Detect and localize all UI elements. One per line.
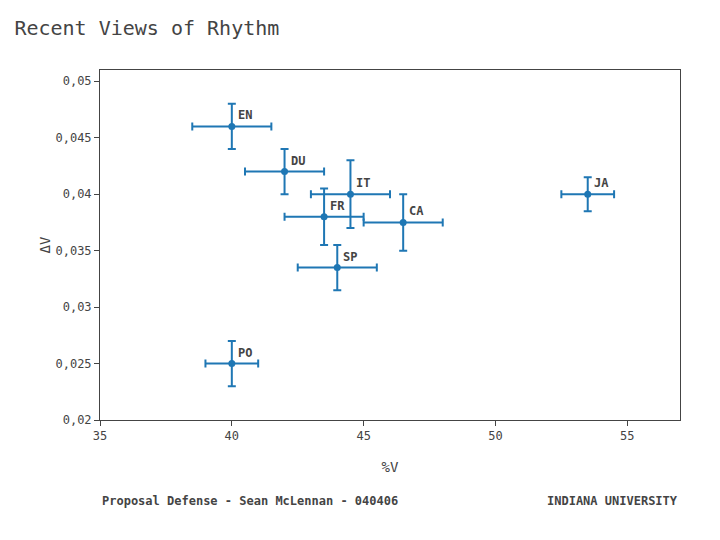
svg-text:Recent Views of Rhythm: Recent Views of Rhythm	[14, 16, 279, 40]
svg-text:45: 45	[356, 429, 370, 443]
svg-text:35: 35	[93, 429, 107, 443]
svg-text:0,025: 0,025	[55, 357, 91, 371]
svg-text:DU: DU	[291, 154, 305, 168]
svg-text:ΔV: ΔV	[37, 236, 53, 253]
svg-text:CA: CA	[409, 204, 424, 218]
svg-text:0,04: 0,04	[63, 187, 92, 201]
svg-text:50: 50	[488, 429, 502, 443]
svg-text:0,03: 0,03	[63, 300, 92, 314]
svg-text:PO: PO	[238, 346, 252, 360]
svg-text:INDIANA UNIVERSITY: INDIANA UNIVERSITY	[547, 494, 678, 508]
svg-text:JA: JA	[594, 176, 609, 190]
svg-text:SP: SP	[343, 250, 357, 264]
svg-text:EN: EN	[238, 108, 252, 122]
svg-text:0,035: 0,035	[55, 244, 91, 258]
svg-text:0,02: 0,02	[63, 413, 92, 427]
svg-text:0,05: 0,05	[63, 74, 92, 88]
svg-text:%V: %V	[382, 459, 399, 475]
svg-text:FR: FR	[330, 199, 345, 213]
svg-text:40: 40	[225, 429, 239, 443]
svg-text:0,045: 0,045	[55, 131, 91, 145]
svg-text:IT: IT	[356, 176, 370, 190]
svg-text:Proposal Defense - Sean McLenn: Proposal Defense - Sean McLennan - 04040…	[102, 494, 398, 508]
svg-text:55: 55	[620, 429, 634, 443]
